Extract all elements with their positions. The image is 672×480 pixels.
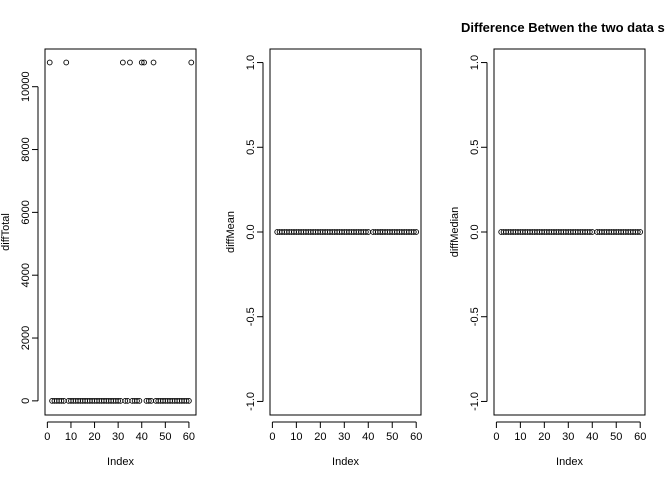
x-tick-label: 0: [493, 431, 499, 443]
x-axis-title: Index: [556, 456, 583, 468]
data-point: [134, 398, 140, 404]
y-tick-label: 8000: [20, 137, 32, 161]
data-point: [127, 59, 133, 66]
data-point: [188, 59, 195, 66]
data-point: [145, 398, 152, 404]
y-tick-label: -0.5: [245, 307, 257, 326]
x-axis-title: Index: [107, 456, 134, 468]
x-tick-label: 20: [314, 431, 326, 443]
x-tick-label: 20: [88, 431, 100, 443]
y-tick-label: 2000: [20, 326, 32, 350]
data-point: [138, 59, 145, 66]
data-point: [63, 59, 70, 66]
x-tick-label: 50: [159, 431, 171, 443]
x-tick-label: 30: [562, 431, 574, 443]
x-tick-label: 30: [338, 431, 350, 443]
diffTotal-panel: 0 10 20 30 40 50 60 0 2000 4000 6000 8000 10000 Index…: [0, 48, 197, 468]
x-tick-label: 0: [269, 431, 275, 443]
y-tick-label: 6000: [20, 200, 32, 224]
x-tick-label: 30: [112, 431, 124, 443]
data-point: [136, 398, 143, 404]
data-point: [186, 398, 192, 404]
data-point: [634, 229, 641, 235]
y-tick-label: 0: [20, 398, 32, 404]
data-point: [183, 398, 190, 404]
data-point: [120, 59, 126, 66]
y-tick-label: -0.5: [469, 307, 481, 326]
x-tick-label: 0: [44, 431, 50, 443]
figure-title: Difference Betwen the two data s: [461, 20, 665, 35]
x-tick-label: 50: [610, 431, 622, 443]
data-point: [115, 398, 121, 404]
y-tick-label: 10000: [20, 71, 32, 102]
diffMean-panel: 0 10 20 30 40 50 60 -1.0 -0.5 0.0 0.5 1.0 Index diffM…: [225, 48, 422, 468]
data-point: [410, 229, 417, 235]
y-tick-label: 0.5: [469, 140, 481, 155]
y-tick-label: -1.0: [245, 392, 257, 411]
x-tick-label: 60: [410, 431, 422, 443]
y-axis-title: diffMean: [225, 211, 237, 253]
y-tick-label: -1.0: [469, 392, 481, 411]
y-axis-title: diffTotal: [0, 213, 12, 251]
x-tick-label: 50: [386, 431, 398, 443]
data-point: [363, 229, 369, 235]
data-point: [58, 398, 65, 404]
y-tick-label: 0.5: [245, 140, 257, 155]
data-point: [141, 59, 147, 66]
y-tick-label: 0.0: [469, 224, 481, 239]
y-axis-title: diffMedian: [449, 207, 461, 258]
y-tick-label: 4000: [20, 263, 32, 287]
data-point: [46, 59, 53, 66]
x-tick-label: 10: [514, 431, 526, 443]
plot-frame: [269, 48, 422, 416]
x-tick-label: 10: [290, 431, 302, 443]
x-tick-label: 60: [183, 431, 195, 443]
plot-frame: [493, 48, 646, 416]
x-axis-title: Index: [332, 456, 359, 468]
y-tick-label: 0.0: [245, 224, 257, 239]
y-tick-label: 1.0: [469, 55, 481, 70]
x-tick-label: 40: [136, 431, 148, 443]
data-point: [122, 398, 129, 404]
x-tick-label: 60: [634, 431, 646, 443]
y-tick-label: 1.0: [245, 55, 257, 70]
data-point: [637, 229, 644, 235]
data-point: [587, 229, 593, 235]
x-tick-label: 10: [65, 431, 77, 443]
x-tick-label: 40: [362, 431, 374, 443]
data-point: [413, 229, 420, 235]
plot-frame: [44, 48, 197, 416]
diffMedian-panel: 0 10 20 30 40 50 60 -1.0 -0.5 0.0 0.5 1.0 Index diffM…: [449, 48, 646, 468]
data-point: [150, 59, 157, 66]
x-tick-label: 20: [538, 431, 550, 443]
x-tick-label: 40: [586, 431, 598, 443]
